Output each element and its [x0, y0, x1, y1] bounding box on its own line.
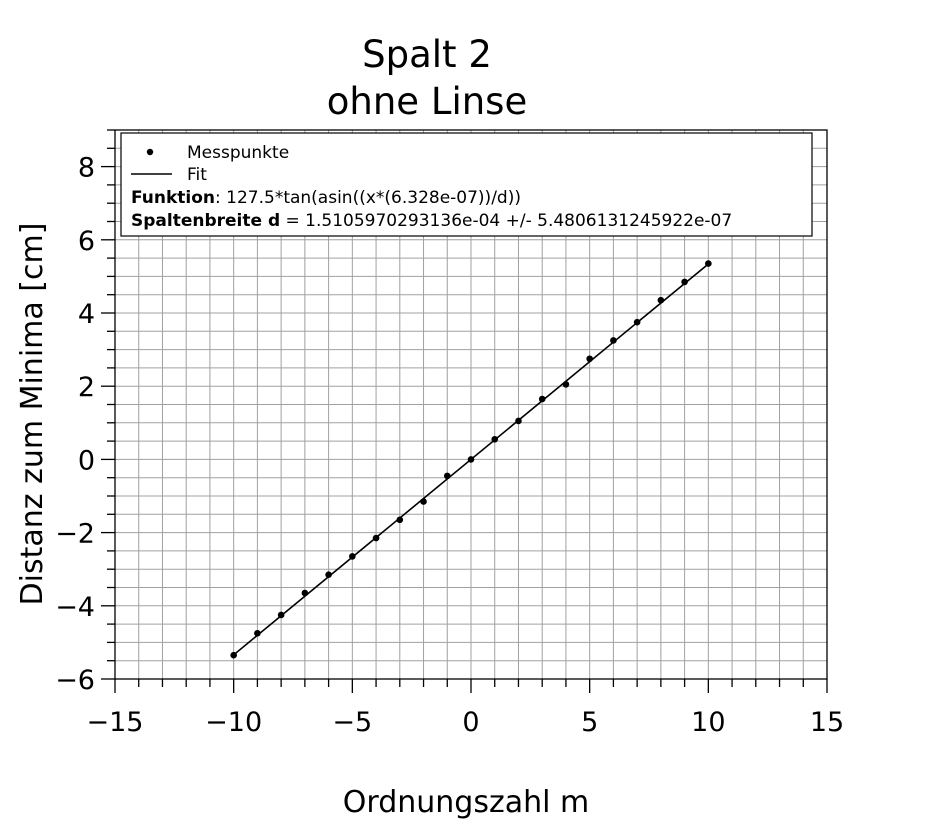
axes: −15 −10 −5 0 5 10 15 −6 −4 −2 0 2 4 6 8 — [55, 129, 844, 738]
data-point — [349, 553, 356, 560]
x-tick-label: −15 — [87, 707, 144, 738]
x-axis-label: Ordnungszahl m — [343, 785, 589, 820]
legend-marker-points — [146, 148, 154, 156]
legend-slit-width: Spaltenbreite d = 1.5105970293136e-04 +/… — [131, 211, 732, 231]
x-tick-label: 5 — [581, 707, 598, 738]
legend-box — [120, 132, 813, 237]
data-point — [277, 611, 285, 619]
legend-width-label: Spaltenbreite d — [131, 211, 280, 231]
data-point — [254, 629, 261, 637]
data-point — [538, 395, 546, 403]
data-point — [230, 651, 237, 659]
data-point — [705, 260, 712, 267]
x-tick-label: −10 — [205, 707, 262, 738]
legend-function-label: Funktion — [131, 188, 215, 208]
y-tick-label: 0 — [78, 445, 95, 476]
x-tick-label: −5 — [332, 707, 372, 738]
data-point — [491, 435, 499, 443]
data-point — [372, 534, 380, 542]
y-tick-label: 8 — [78, 153, 95, 184]
data-point — [325, 571, 332, 578]
data-point — [681, 278, 688, 286]
y-tick-label: −2 — [55, 519, 95, 550]
data-point — [396, 516, 404, 524]
data-point — [657, 296, 665, 304]
legend-label-points: Messpunkte — [187, 143, 289, 163]
chart-title-line-2: ohne Linse — [327, 80, 527, 123]
data-point — [301, 589, 309, 597]
legend: Messpunkte Fit Funktion: 127.5*tan(asin(… — [120, 132, 813, 237]
y-tick-label: −4 — [55, 592, 95, 623]
legend-width-text: = 1.5105970293136e-04 +/- 5.480613124592… — [280, 211, 732, 231]
y-axis-label: Distanz zum Minima [cm] — [15, 223, 50, 606]
x-tick-label: 15 — [810, 707, 844, 738]
legend-function-text: : 127.5*tan(asin((x*(6.328e-07))/d)) — [215, 188, 521, 208]
points-layer — [230, 260, 712, 659]
y-tick-label: 6 — [78, 226, 95, 257]
y-tick-label: 4 — [78, 299, 95, 330]
data-point — [633, 318, 641, 326]
y-tick-label: 2 — [78, 372, 95, 403]
data-point — [562, 381, 570, 388]
legend-label-fit: Fit — [187, 165, 207, 185]
chart-title-line-1: Spalt 2 — [362, 33, 492, 76]
x-tick-label: 10 — [691, 707, 725, 738]
data-point — [420, 498, 427, 505]
data-point — [467, 456, 475, 463]
data-point — [443, 472, 451, 480]
data-point — [515, 417, 522, 425]
legend-function: Funktion: 127.5*tan(asin((x*(6.328e-07))… — [131, 188, 521, 208]
data-point — [586, 355, 593, 363]
x-tick-label: 0 — [462, 707, 479, 738]
y-tick-label: −6 — [55, 665, 95, 696]
data-point — [610, 337, 617, 344]
